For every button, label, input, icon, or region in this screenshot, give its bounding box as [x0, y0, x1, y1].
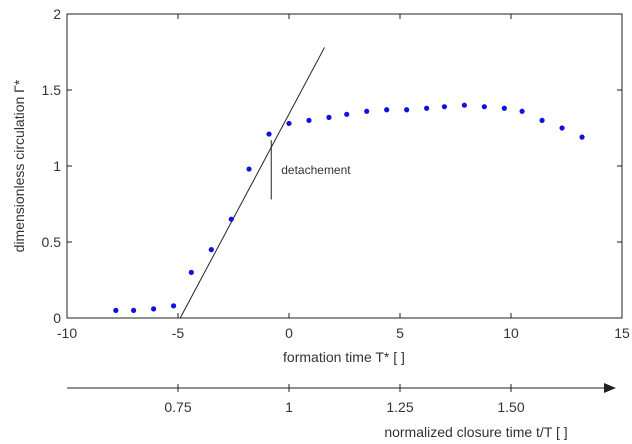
data-point [306, 117, 312, 123]
x-tick-label: 10 [503, 325, 519, 341]
data-point [266, 131, 272, 137]
data-point [170, 303, 177, 309]
x-tick-label: 0 [285, 325, 293, 341]
data-point [150, 306, 157, 312]
x-tick-label: 5 [396, 325, 404, 341]
x-tick-label: -5 [172, 325, 185, 341]
secondary-axis: 0.75 1 1.25 1.50 normalized closure time t/… [67, 383, 616, 440]
data-points [113, 102, 585, 313]
data-point [539, 117, 545, 123]
x-tick-label: -10 [57, 325, 77, 341]
secondary-tick-label: 0.75 [164, 399, 191, 415]
data-point [131, 307, 137, 313]
data-point [208, 247, 214, 253]
data-point [344, 111, 350, 117]
y-tick-label: 0 [53, 310, 61, 326]
fit-line [179, 47, 325, 319]
data-point [441, 104, 447, 110]
x-ticks: -10 -5 0 5 10 15 [57, 14, 630, 341]
data-point [481, 104, 487, 110]
detachement-label: detachement [281, 163, 351, 177]
y-ticks: 0 0.5 1 1.5 2 [42, 6, 622, 326]
data-point [461, 102, 467, 108]
data-point [286, 120, 292, 127]
data-point [519, 108, 525, 114]
data-point [404, 107, 410, 113]
data-point [501, 105, 507, 111]
secondary-axis-arrowhead [604, 383, 616, 393]
y-tick-label: 1.5 [42, 82, 62, 98]
data-point [188, 269, 194, 275]
secondary-tick-label: 1 [285, 399, 293, 415]
data-point [326, 114, 332, 120]
y-tick-label: 0.5 [42, 234, 62, 250]
x-axis-title: formation time T* [ ] [283, 349, 405, 365]
data-point [228, 216, 234, 222]
y-tick-label: 1 [53, 158, 61, 174]
data-point [424, 105, 430, 111]
data-point [113, 307, 119, 313]
y-tick-label: 2 [53, 6, 61, 22]
data-point [384, 107, 390, 113]
x-tick-label: 15 [614, 325, 630, 341]
data-point [364, 108, 370, 114]
secondary-axis-ticks: 0.75 1 1.25 1.50 [164, 384, 525, 415]
y-axis-title: dimensionless circulation Γ* [11, 79, 27, 252]
secondary-axis-title: normalized closure time t/T [ ] [384, 424, 567, 440]
data-point [246, 166, 252, 172]
secondary-tick-label: 1.25 [386, 399, 413, 415]
data-point [579, 134, 585, 140]
secondary-tick-label: 1.50 [497, 399, 524, 415]
data-point [559, 125, 565, 131]
